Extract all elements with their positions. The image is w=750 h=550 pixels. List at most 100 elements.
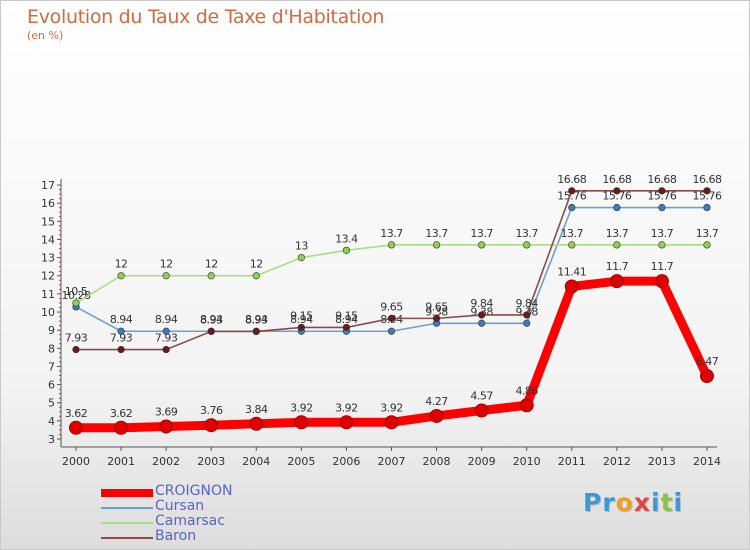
data-point-baron	[703, 187, 711, 195]
data-point-camarsac	[72, 299, 80, 307]
data-point-camarsac	[432, 241, 441, 249]
data-point-cursan	[658, 203, 666, 212]
data-label-croignon: 3.69	[155, 405, 178, 418]
data-point-camarsac	[613, 241, 621, 249]
data-point-camarsac	[658, 241, 666, 249]
y-tick-label: 10	[41, 306, 55, 319]
data-label-cursan: 15.76	[557, 190, 586, 203]
data-point-croignon	[609, 274, 624, 289]
data-label-camarsac: 13.7	[380, 227, 403, 240]
data-point-camarsac	[523, 241, 531, 249]
legend-label-camarsac: Camarsac	[155, 513, 225, 529]
data-label-baron: 8.93	[200, 313, 223, 326]
x-tick-label: 2007	[377, 455, 405, 468]
chart-subtitle: (en %)	[27, 29, 64, 42]
data-label-camarsac: 10.5	[65, 285, 88, 298]
data-point-baron	[478, 311, 486, 319]
data-label-croignon: 4.27	[425, 395, 448, 408]
data-label-camarsac: 12	[250, 258, 263, 271]
data-point-croignon	[429, 408, 444, 423]
data-point-camarsac	[252, 272, 260, 280]
legend-item-cursan: Cursan	[101, 498, 301, 515]
data-label-cursan: 8.94	[155, 313, 178, 326]
data-point-cursan	[117, 327, 125, 335]
data-label-croignon: 3.92	[335, 401, 358, 414]
series-croignon: 3.62 3.62 3.69 3.76 3.84 3.92 3.92 3.92 4.27 4.57…	[65, 260, 719, 435]
data-label-camarsac: 12	[160, 258, 173, 271]
x-tick-label: 2004	[242, 455, 270, 468]
data-point-camarsac	[568, 241, 576, 249]
legend-item-baron: Baron	[101, 528, 301, 545]
data-point-baron	[387, 314, 396, 322]
data-label-croignon: 3.62	[110, 407, 133, 420]
y-tick-label: 4	[48, 415, 55, 428]
data-point-cursan	[613, 203, 621, 212]
data-label-camarsac: 13	[295, 240, 308, 253]
data-point-camarsac	[342, 246, 351, 254]
data-point-cursan	[478, 319, 486, 327]
data-point-baron	[658, 187, 666, 195]
data-point-baron	[207, 327, 215, 336]
data-label-baron: 9.15	[290, 309, 313, 322]
x-tick-label: 2014	[693, 455, 721, 468]
data-label-baron: 16.68	[557, 173, 586, 186]
legend: CROIGNON Cursan Camarsac Baron	[101, 483, 301, 545]
data-point-camarsac	[207, 272, 215, 280]
data-label-croignon: 3.92	[290, 401, 313, 414]
x-tick-label: 2009	[468, 455, 496, 468]
data-label-camarsac: 13.7	[515, 227, 538, 240]
data-label-camarsac: 13.4	[335, 232, 358, 245]
y-tick-label: 6	[48, 379, 55, 392]
legend-swatch-baron	[101, 537, 153, 539]
x-tick-label: 2013	[648, 455, 676, 468]
data-point-croignon	[654, 274, 669, 289]
data-point-baron	[252, 327, 260, 336]
data-point-camarsac	[297, 254, 305, 262]
x-tick-label: 2002	[152, 455, 180, 468]
legend-label-croignon: CROIGNON	[155, 483, 233, 499]
data-label-croignon: 11.7	[651, 260, 674, 273]
data-label-croignon: 3.92	[380, 401, 403, 414]
legend-label-cursan: Cursan	[155, 498, 205, 514]
y-tick-label: 15	[41, 215, 55, 228]
data-point-croignon	[519, 398, 534, 413]
data-label-cursan: 8.94	[200, 313, 223, 326]
x-tick-label: 2012	[603, 455, 631, 468]
data-label-cursan: 15.76	[647, 190, 676, 203]
data-label-croignon: 11.7	[606, 260, 629, 273]
x-tick-label: 2010	[513, 455, 541, 468]
data-point-croignon	[699, 369, 714, 384]
y-tick-label: 8	[48, 342, 55, 355]
data-label-camarsac: 13.7	[425, 227, 448, 240]
chart-title: Evolution du Taux de Taxe d'Habitation	[27, 6, 385, 28]
y-tick-label: 14	[41, 233, 55, 246]
legend-label-baron: Baron	[155, 528, 197, 544]
data-point-baron	[297, 323, 305, 332]
data-point-croignon	[294, 415, 309, 430]
data-label-cursan: 8.94	[245, 313, 268, 326]
data-label-croignon: 3.62	[65, 407, 88, 420]
series-line-camarsac	[75, 244, 707, 304]
proxiti-logo: Proxiti	[583, 488, 684, 517]
data-point-camarsac	[478, 241, 486, 249]
y-tick-label: 12	[41, 270, 55, 283]
x-tick-label: 2003	[197, 455, 225, 468]
data-point-croignon	[564, 279, 579, 294]
data-label-baron: 9.84	[515, 297, 538, 310]
legend-item-croignon: CROIGNON	[101, 483, 301, 500]
data-point-croignon	[249, 416, 264, 431]
data-point-baron	[523, 311, 531, 319]
y-tick-label: 5	[48, 397, 55, 410]
data-point-croignon	[339, 415, 354, 430]
legend-swatch-camarsac	[101, 522, 153, 524]
data-point-cursan	[387, 327, 396, 335]
x-tick-label: 2001	[107, 455, 135, 468]
x-tick-label: 2000	[62, 455, 90, 468]
data-point-baron	[613, 187, 621, 195]
data-label-baron: 8.93	[245, 313, 268, 326]
data-label-camarsac: 12	[115, 258, 128, 271]
data-label-croignon: 11.41	[557, 265, 586, 278]
data-point-camarsac	[162, 272, 170, 280]
y-tick-label: 13	[41, 252, 55, 265]
